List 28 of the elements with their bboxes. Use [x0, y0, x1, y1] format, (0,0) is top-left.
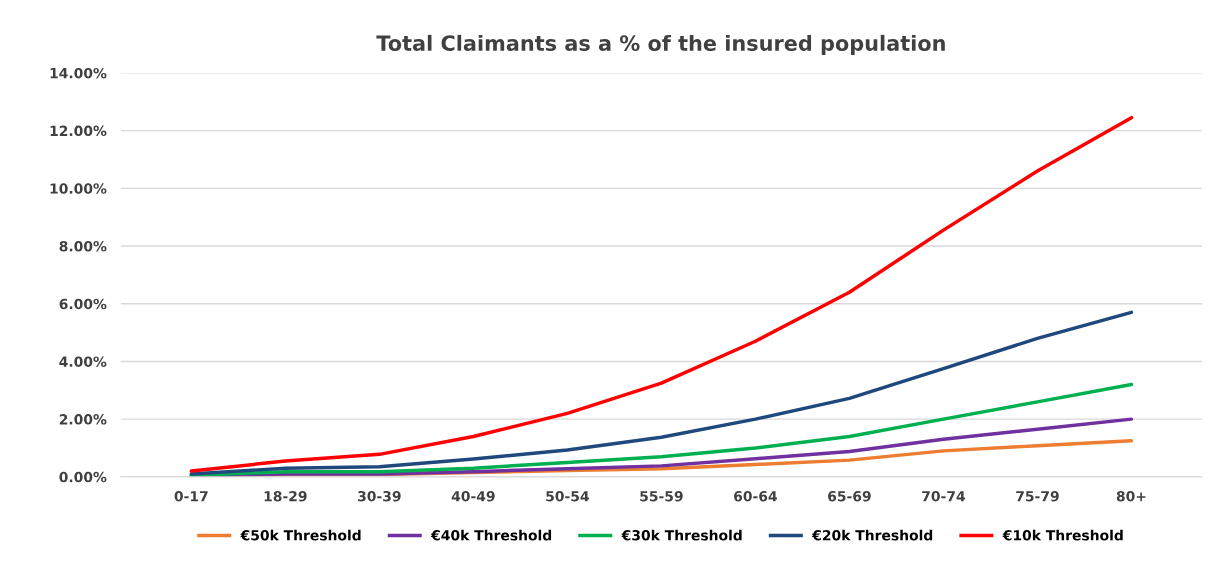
y-tick-label: 2.00% [59, 414, 107, 425]
line-series [189, 115, 1134, 473]
legend-label: €50k Threshold [240, 529, 361, 541]
legend-label: €20k Threshold [811, 529, 933, 541]
y-tick-label: 4.00% [59, 356, 107, 367]
x-tick-label: 0-17 [174, 490, 208, 502]
x-tick-label: 80+ [1116, 490, 1146, 502]
y-tick-label: 10.00% [50, 183, 107, 194]
x-tick-label: 40-49 [451, 490, 495, 502]
legend-label: €30k Threshold [621, 529, 742, 541]
x-tick-label: 50-54 [546, 490, 589, 502]
line-series [189, 382, 1134, 477]
x-tick-label: 18-29 [264, 490, 307, 502]
y-tick-label: 14.00% [50, 67, 107, 79]
line-series [189, 310, 1134, 476]
y-tick-label: 8.00% [59, 241, 107, 252]
y-tick-label: 6.00% [59, 298, 107, 310]
x-tick-label: 75-79 [1016, 491, 1059, 502]
x-tick-label: 55-59 [640, 491, 683, 502]
y-tick-label: 12.00% [50, 125, 107, 137]
chart-title: Total Claimants as a % of the insured population [376, 34, 945, 56]
x-tick-label: 60-64 [734, 490, 777, 502]
x-tick-label: 30-39 [358, 490, 401, 502]
x-tick-label: 65-69 [828, 491, 871, 502]
legend-label: €10k Threshold [1002, 529, 1123, 541]
legend-label: €40k Threshold [430, 529, 552, 541]
y-tick-label: 0.00% [59, 471, 107, 483]
x-tick-label: 70-74 [922, 490, 965, 502]
